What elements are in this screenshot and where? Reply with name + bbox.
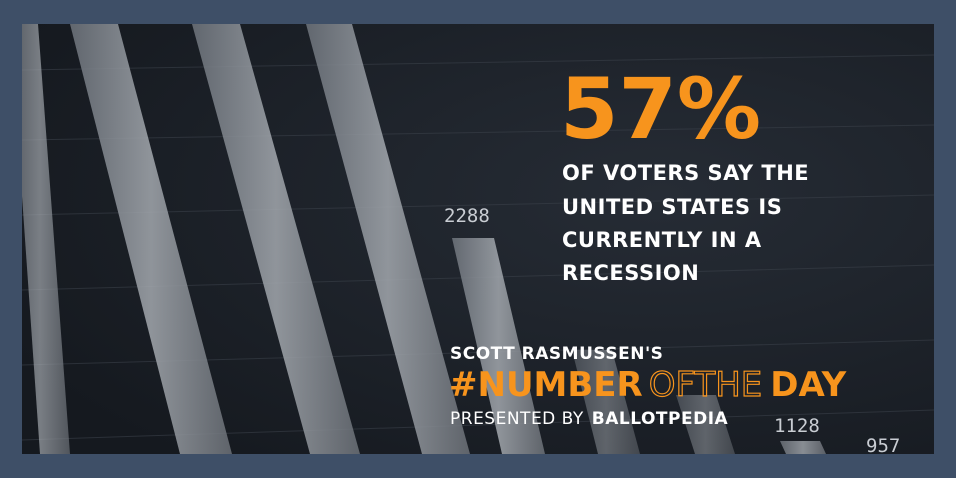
bar-label: 2288 xyxy=(444,205,490,227)
bar-label: 1128 xyxy=(774,415,820,437)
presented-by: PRESENTED BY xyxy=(450,409,584,429)
presented: PRESENTED BY BALLOTPEDIA xyxy=(450,409,729,429)
headline-line: CURRENTLY IN A xyxy=(562,228,762,252)
background-bars: 2288 1128 957 xyxy=(22,24,934,457)
brand: BALLOTPEDIA xyxy=(592,409,729,429)
tag-of: OF xyxy=(649,365,695,405)
author: SCOTT RASMUSSEN'S xyxy=(450,344,663,364)
tag-the: THE xyxy=(693,365,762,405)
headline-number: 57% xyxy=(560,60,761,158)
bar-label: 957 xyxy=(866,435,900,457)
hashtag: #NUMBER OFTHE DAY xyxy=(449,365,847,405)
tag-day: DAY xyxy=(770,365,846,405)
headline-line: UNITED STATES IS xyxy=(562,195,782,219)
tag-main: #NUMBER xyxy=(449,365,643,405)
headline-line: RECESSION xyxy=(562,261,699,285)
headline-line: OF VOTERS SAY THE xyxy=(562,161,809,185)
